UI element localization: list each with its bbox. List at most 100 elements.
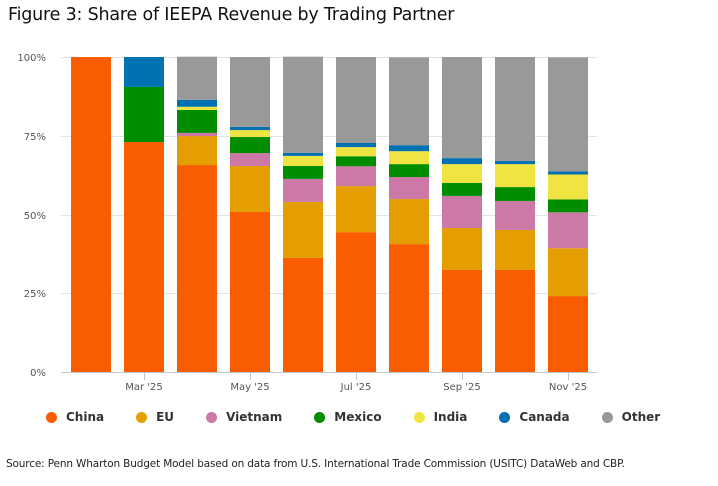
bar-segment-vietnam[interactable]: Apr '25 — Vietnam: 1%	[177, 132, 217, 137]
legend-item-mexico[interactable]: Mexico	[314, 410, 382, 424]
bar-segment-india[interactable]: May '25 — India: 2.2%	[230, 130, 270, 138]
legend-label: China	[66, 410, 105, 424]
bar-stack: Nov '25 — China: 24.1%Nov '25 — EU: 15.2…	[548, 57, 588, 372]
bar-segment-canada[interactable]: Oct '25 — Canada: 1%	[495, 160, 535, 165]
bar-segment-india[interactable]: Nov '25 — India: 7.9%	[548, 174, 588, 200]
chart-title: Figure 3: Share of IEEPA Revenue by Trad…	[8, 5, 455, 25]
bar-segment-other[interactable]: Apr '25 — Other: 13.7%	[177, 56, 217, 100]
bar-segment-other[interactable]: May '25 — Other: 22.2%	[230, 57, 270, 127]
y-tick-label: 0%	[30, 368, 46, 379]
y-tick-label: 25%	[24, 289, 46, 300]
bar-segment-canada[interactable]: Mar '25 — Canada: 9.5%	[124, 57, 164, 87]
bar-segment-other[interactable]: Nov '25 — Other: 36.2%	[548, 57, 588, 172]
bar-segment-eu[interactable]: Oct '25 — EU: 12.7%	[495, 229, 535, 270]
bar-segment-eu[interactable]: Nov '25 — EU: 15.2%	[548, 248, 588, 297]
bar-segment-vietnam[interactable]: May '25 — Vietnam: 4.1%	[230, 153, 270, 166]
bar-segment-eu[interactable]: Sep '25 — EU: 13.3%	[442, 228, 482, 270]
bar-segment-china[interactable]: Mar '25 — China: 73%	[124, 142, 164, 372]
legend-marker-icon	[136, 411, 148, 423]
x-tick-label: Mar '25	[125, 382, 163, 393]
bar-segment-china[interactable]: May '25 — China: 50.8%	[230, 211, 270, 372]
y-axis-ticks: 0% 25% 50% 75% 100%	[17, 53, 46, 379]
y-tick-label: 75%	[24, 132, 46, 143]
bar-segment-china[interactable]: Oct '25 — China: 32.4%	[495, 269, 535, 372]
bar-segment-mexico[interactable]: Nov '25 — Mexico: 4.1%	[548, 199, 588, 213]
bar-segment-india[interactable]: Sep '25 — India: 6%	[442, 164, 482, 183]
legend-label: Vietnam	[226, 410, 283, 424]
bar-stack: Jul '25 — China: 44.4%Jul '25 — EU: 14.6…	[336, 57, 376, 372]
bar-segment-vietnam[interactable]: Aug '25 — Vietnam: 7%	[389, 177, 429, 200]
y-tick-label: 100%	[17, 53, 46, 64]
legend-marker-icon	[499, 411, 511, 423]
source-note: Source: Penn Wharton Budget Model based …	[6, 458, 625, 470]
stacked-bar-chart: 0% 25% 50% 75% 100% Feb '25 — China: 100% Mar…	[17, 53, 597, 393]
bar-segment-other[interactable]: Sep '25 — Other: 32.1%	[442, 57, 482, 159]
bar-segment-eu[interactable]: Jul '25 — EU: 14.6%	[336, 186, 376, 233]
bar-segment-mexico[interactable]: Aug '25 — Mexico: 4.1%	[389, 164, 429, 178]
bar-stack: Apr '25 — China: 65.7%Apr '25 — EU: 9.2%…	[177, 56, 217, 372]
legend-marker-icon	[601, 411, 613, 423]
bar-segment-canada[interactable]: Apr '25 — Canada: 2.2%	[177, 99, 217, 107]
bar-segment-china[interactable]: Sep '25 — China: 32.4%	[442, 269, 482, 372]
bar-segment-mexico[interactable]: Oct '25 — Mexico: 4.4%	[495, 187, 535, 201]
legend: China EU Vietnam Mexico India Canada Other	[46, 410, 692, 424]
bar-segment-vietnam[interactable]: Sep '25 — Vietnam: 10.2%	[442, 195, 482, 229]
bar-segment-other[interactable]: Jul '25 — Other: 27.3%	[336, 57, 376, 143]
bar-segment-canada[interactable]: Sep '25 — Canada: 1.9%	[442, 158, 482, 165]
bar-segment-eu[interactable]: Jun '25 — EU: 17.8%	[283, 201, 323, 258]
bar-segment-china[interactable]: Aug '25 — China: 40.6%	[389, 244, 429, 372]
bar-segment-china[interactable]: Jun '25 — China: 36.2%	[283, 257, 323, 372]
bar-segment-canada[interactable]: Jun '25 — Canada: 1%	[283, 152, 323, 156]
bar-segment-mexico[interactable]: Mar '25 — Mexico: 17.5%	[124, 86, 164, 143]
bar-segment-vietnam[interactable]: Nov '25 — Vietnam: 11.4%	[548, 212, 588, 249]
bar-segment-china[interactable]: Nov '25 — China: 24.1%	[548, 296, 588, 372]
bar-segment-other[interactable]: Aug '25 — Other: 27.9%	[389, 57, 429, 146]
bar-segment-china[interactable]: Apr '25 — China: 65.7%	[177, 165, 217, 372]
bar-segment-canada[interactable]: Jul '25 — Canada: 1.3%	[336, 142, 376, 148]
legend-label: India	[433, 410, 468, 424]
legend-label: Mexico	[334, 410, 382, 424]
bar-segment-china[interactable]: Feb '25 — China: 100%	[71, 57, 111, 372]
y-tick-label: 50%	[24, 211, 46, 222]
bar-segment-india[interactable]: Jul '25 — India: 2.9%	[336, 147, 376, 157]
x-tick-label: Sep '25	[443, 382, 481, 393]
bar-segment-india[interactable]: Jun '25 — India: 3.2%	[283, 155, 323, 166]
bar-segment-mexico[interactable]: May '25 — Mexico: 5.1%	[230, 137, 270, 154]
legend-marker-icon	[413, 411, 425, 423]
bar-segment-india[interactable]: Apr '25 — India: 1%	[177, 106, 217, 110]
bar-stack: Aug '25 — China: 40.6%Aug '25 — EU: 14.3…	[389, 57, 429, 372]
bar-segment-eu[interactable]: Apr '25 — EU: 9.2%	[177, 136, 217, 166]
legend-label: Other	[621, 410, 661, 424]
legend-item-eu[interactable]: EU	[136, 410, 174, 424]
legend-item-india[interactable]: India	[413, 410, 468, 424]
bar-segment-vietnam[interactable]: Oct '25 — Vietnam: 9.2%	[495, 200, 535, 230]
legend-item-vietnam[interactable]: Vietnam	[206, 410, 282, 424]
bar-stack: Jun '25 — China: 36.2%Jun '25 — EU: 17.8…	[283, 56, 323, 372]
bar-segment-other[interactable]: Oct '25 — Other: 33%	[495, 57, 535, 161]
bar-segment-india[interactable]: Oct '25 — India: 7.3%	[495, 164, 535, 188]
bar-segment-india[interactable]: Aug '25 — India: 4.1%	[389, 151, 429, 165]
legend-item-canada[interactable]: Canada	[499, 410, 570, 424]
legend-item-china[interactable]: China	[46, 410, 104, 424]
bar-stack: May '25 — China: 50.8%May '25 — EU: 14.6…	[230, 57, 270, 372]
bar-segment-vietnam[interactable]: Jul '25 — Vietnam: 6.3%	[336, 166, 376, 187]
bar-segment-other[interactable]: Jun '25 — Other: 30.5%	[283, 56, 323, 153]
bar-segment-canada[interactable]: Nov '25 — Canada: 1%	[548, 171, 588, 175]
x-tick-label: Nov '25	[549, 382, 587, 393]
bar-segment-mexico[interactable]: Sep '25 — Mexico: 4.1%	[442, 183, 482, 196]
bar-stack: Mar '25 — China: 73%Mar '25 — Mexico: 17…	[124, 57, 164, 372]
legend-item-other[interactable]: Other	[601, 410, 661, 424]
bar-segment-canada[interactable]: May '25 — Canada: 1%	[230, 126, 270, 131]
bar-segment-mexico[interactable]: Jun '25 — Mexico: 4.1%	[283, 165, 323, 179]
bar-segment-canada[interactable]: Aug '25 — Canada: 1.9%	[389, 145, 429, 152]
bar-segment-mexico[interactable]: Apr '25 — Mexico: 7.3%	[177, 109, 217, 133]
bar-segment-vietnam[interactable]: Jun '25 — Vietnam: 7.3%	[283, 178, 323, 202]
bar-segment-eu[interactable]: Aug '25 — EU: 14.3%	[389, 199, 429, 245]
bar-stack: Feb '25 — China: 100%	[71, 57, 111, 372]
legend-marker-icon	[46, 411, 57, 423]
bar-segment-china[interactable]: Jul '25 — China: 44.4%	[336, 232, 376, 372]
bar-segment-mexico[interactable]: Jul '25 — Mexico: 3.2%	[336, 156, 376, 167]
legend-marker-icon	[206, 411, 218, 423]
bar-segment-eu[interactable]: May '25 — EU: 14.6%	[230, 165, 270, 212]
bar-stack: Oct '25 — China: 32.4%Oct '25 — EU: 12.7…	[495, 57, 535, 372]
